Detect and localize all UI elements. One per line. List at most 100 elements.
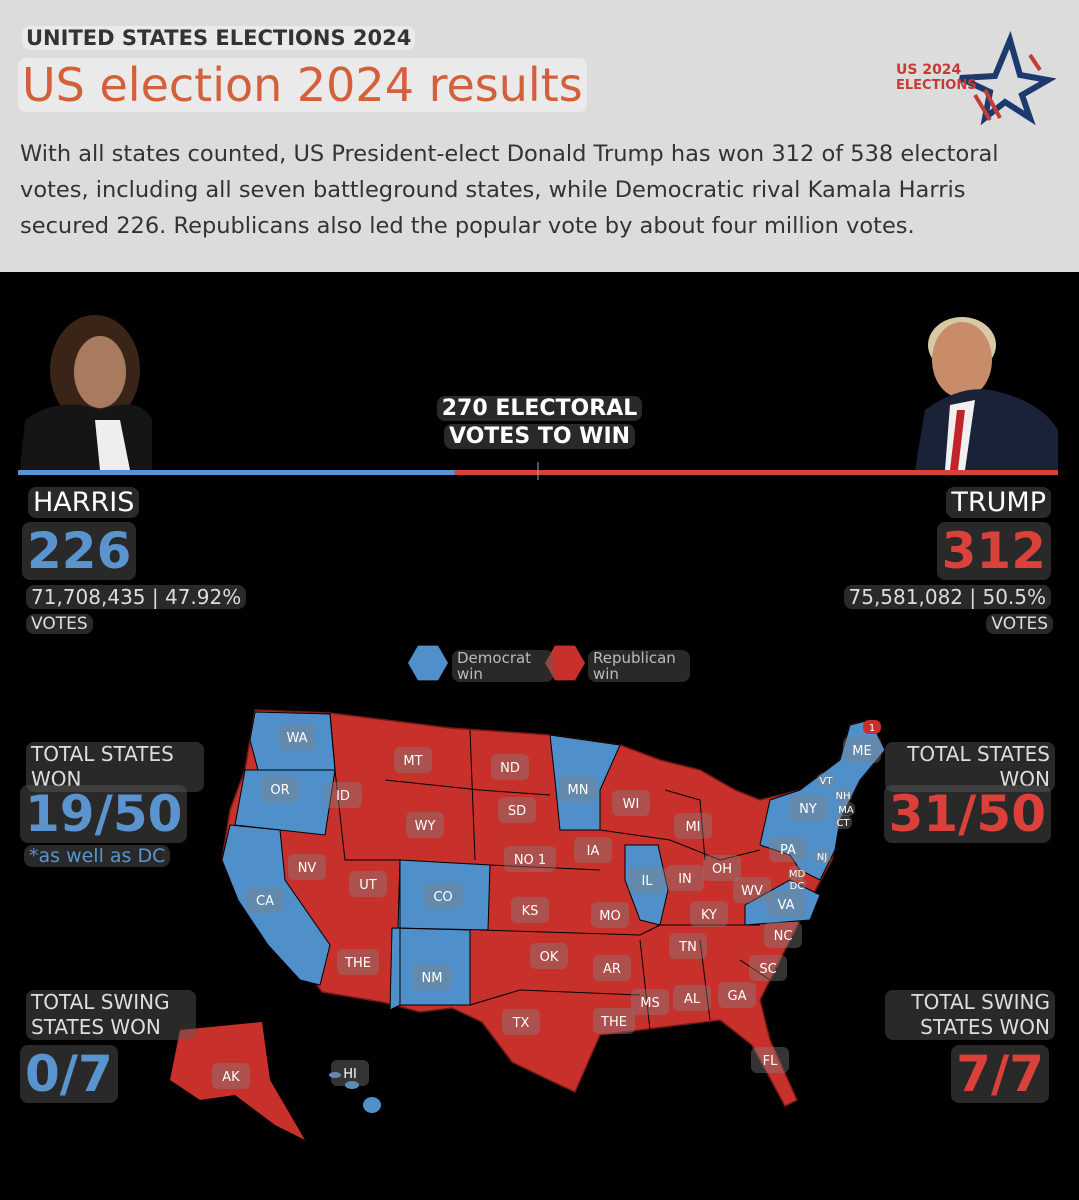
state-label: NH: [836, 791, 851, 802]
states-label: TOTAL STATES WON: [885, 742, 1055, 792]
state-label-box: [631, 989, 669, 1015]
state-label-box: [593, 1008, 635, 1034]
states-won: 31/50: [883, 785, 1051, 843]
state-label-box: [288, 854, 326, 880]
state-label-box: [593, 955, 631, 981]
electoral-bar: [18, 470, 455, 475]
state-label: MT: [403, 754, 422, 769]
state: KY: [690, 901, 728, 927]
state: KS: [511, 897, 549, 923]
state-label: MA: [838, 805, 854, 816]
state-label-box: [331, 1060, 369, 1086]
state-label-box: [751, 1047, 789, 1073]
legend-swatch: [545, 645, 585, 681]
state-label: PA: [780, 843, 796, 858]
state-label: THE: [344, 956, 371, 971]
state-label: OR: [270, 783, 289, 798]
state-label-box: [769, 836, 807, 862]
state: 1: [863, 720, 881, 734]
state-label-box: [394, 747, 432, 773]
state-label: KS: [522, 904, 539, 919]
state-label-box: [530, 943, 568, 969]
state-label: MO: [599, 909, 620, 924]
state: CT: [834, 815, 852, 829]
harris-photo: [20, 315, 152, 470]
state-label-box: [246, 887, 284, 913]
state-label: MI: [685, 820, 700, 835]
state: OR: [261, 776, 299, 802]
state: WY: [406, 812, 444, 838]
state: ME: [843, 737, 881, 763]
state: AR: [593, 955, 631, 981]
state-label-box: [789, 795, 827, 821]
logo-text: US 2024: [896, 62, 962, 78]
state-label-box: [788, 878, 806, 892]
state-label-box: [837, 802, 855, 816]
candidate-name: TRUMP: [946, 487, 1051, 518]
state-label-box: [703, 855, 741, 881]
state: AL: [673, 985, 711, 1011]
state: MO: [591, 902, 629, 928]
state-label-box: [690, 901, 728, 927]
state-label: NM: [422, 971, 443, 986]
state: MI: [674, 813, 712, 839]
state-label: VT: [820, 776, 834, 787]
state-label-box: [718, 982, 756, 1008]
goal-text: VOTES TO WIN: [443, 424, 636, 449]
votes-label: VOTES: [26, 614, 93, 634]
state-label: NJ: [817, 852, 827, 863]
state: FL: [751, 1047, 789, 1073]
state-label-box: [424, 883, 462, 909]
state: IL: [628, 867, 666, 893]
state-label: VA: [778, 898, 795, 913]
kicker: UNITED STATES ELECTIONS 2024: [22, 26, 416, 50]
state-label-box: [669, 933, 707, 959]
popular-vote: 75,581,082 | 50.5%: [843, 585, 1051, 609]
state: NM: [413, 964, 451, 990]
state: UT: [349, 871, 387, 897]
state-label-box: [261, 776, 299, 802]
state-label: WY: [415, 819, 436, 834]
state-label-box: [212, 1063, 250, 1089]
state: NJ: [813, 849, 831, 863]
legend-label: Democrat win: [452, 650, 554, 682]
state-label: THE: [600, 1015, 627, 1030]
state: CA: [246, 887, 284, 913]
state: IN: [666, 865, 704, 891]
state: TX: [502, 1009, 540, 1035]
state: TN: [669, 933, 707, 959]
state-label: UT: [359, 878, 377, 893]
state: DC: [788, 878, 806, 892]
state-label: SC: [759, 962, 776, 977]
state-label-box: [406, 812, 444, 838]
state: OK: [530, 943, 568, 969]
state-label: SD: [508, 804, 526, 819]
state-label: IL: [641, 874, 653, 889]
page-title: US election 2024 results: [18, 58, 587, 112]
state: WI: [612, 790, 650, 816]
state: MD: [788, 866, 806, 880]
state: WV: [733, 877, 771, 903]
state: VA: [767, 891, 805, 917]
state: NO 1: [504, 846, 556, 872]
state-label-box: [788, 866, 806, 880]
state-label: WA: [286, 731, 307, 746]
state: MT: [394, 747, 432, 773]
state-label: AK: [222, 1070, 240, 1085]
state: OH: [703, 855, 741, 881]
state: WA: [278, 724, 316, 750]
state-label: NO 1: [514, 853, 546, 868]
state-label: MN: [568, 783, 589, 798]
state-label-box: [278, 724, 316, 750]
state-label-box: [843, 737, 881, 763]
state-label-box: [511, 897, 549, 923]
state-label: ID: [336, 789, 350, 804]
state-label: NV: [298, 861, 317, 876]
state-label: WI: [623, 797, 640, 812]
state-label: CO: [433, 890, 452, 905]
popular-vote: 71,708,435 | 47.92%: [26, 585, 247, 609]
states-label: TOTAL STATES WON: [26, 742, 204, 792]
logo-mark: [958, 30, 1057, 126]
